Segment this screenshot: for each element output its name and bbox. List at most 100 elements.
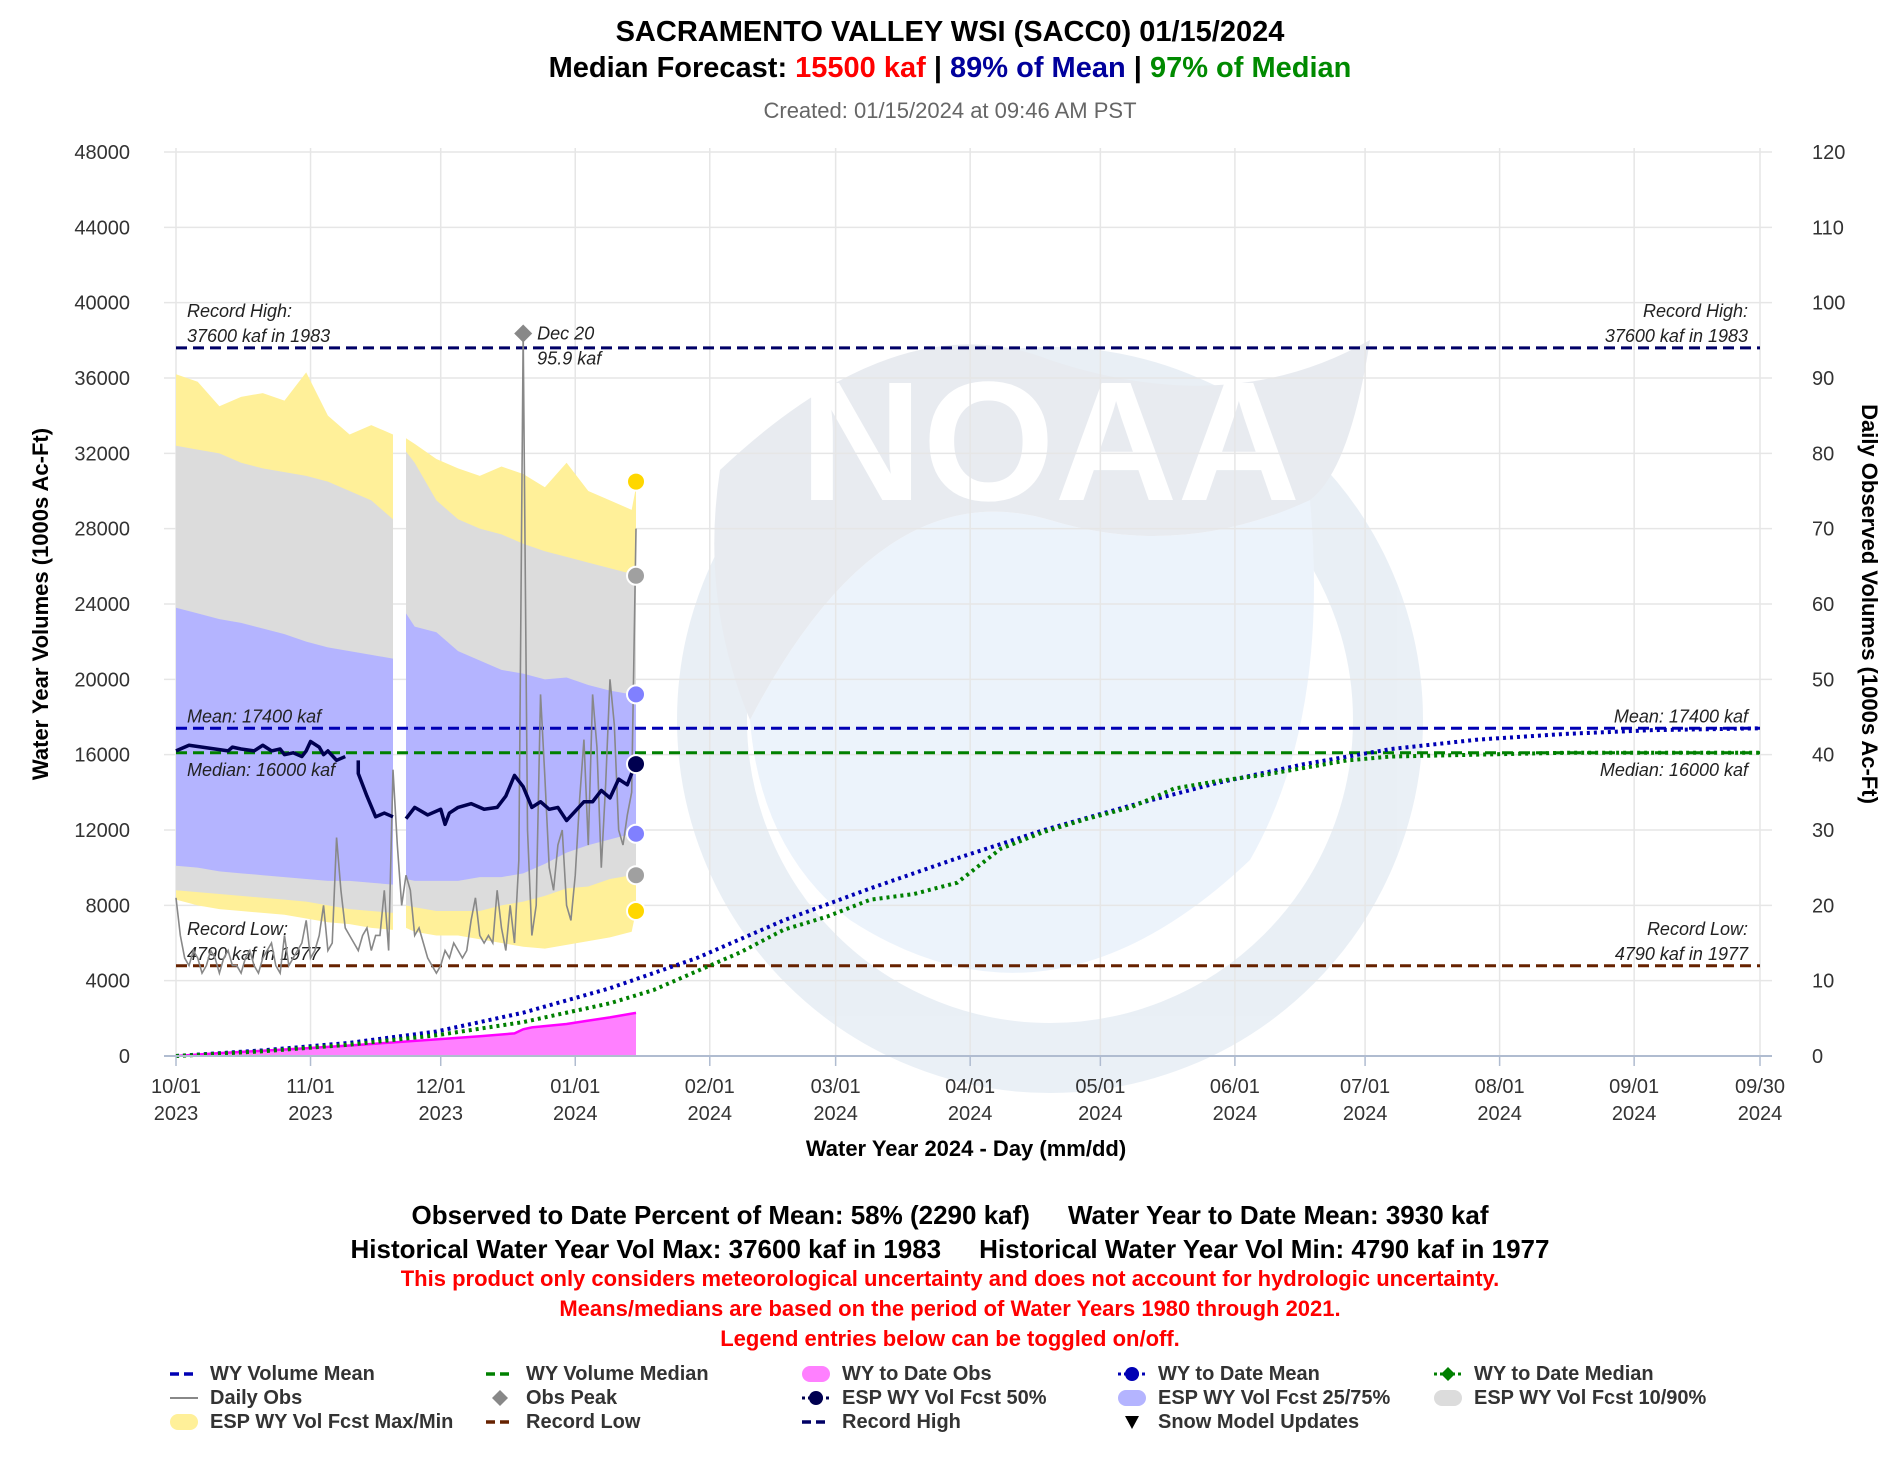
- x-axis-title: Water Year 2024 - Day (mm/dd): [806, 1136, 1126, 1161]
- legend-symbol-icon: [486, 1420, 514, 1424]
- x-tick-label-month: 02/01: [685, 1076, 735, 1098]
- obs-peak-label: Dec 20: [537, 324, 594, 344]
- x-tick-label-year: 2024: [1477, 1103, 1522, 1125]
- created-timestamp: Created: 01/15/2024 at 09:46 AM PST: [763, 98, 1137, 123]
- y-tick-label: 8000: [86, 895, 131, 917]
- legend-label: WY to Date Obs: [842, 1362, 992, 1385]
- esp-p10-dot: [626, 865, 647, 886]
- x-tick-label-year: 2023: [288, 1103, 333, 1125]
- ref-label-right: 37600 kaf in 1983: [1605, 326, 1748, 346]
- legend-symbol-icon: [802, 1391, 830, 1405]
- ref-label-left: Record High:: [187, 301, 292, 321]
- y2-tick-label: 80: [1812, 443, 1834, 465]
- legend-item-obs-peak[interactable]: Obs Peak: [484, 1386, 617, 1410]
- legend-item-record-high[interactable]: Record High: [800, 1410, 961, 1434]
- x-tick-label-month: 04/01: [945, 1076, 995, 1098]
- legend-item-daily-obs[interactable]: Daily Obs: [168, 1386, 302, 1410]
- daily-obs-line: [175, 333, 637, 977]
- x-tick-label-month: 06/01: [1210, 1076, 1260, 1098]
- wy-to-date-mean-line: [175, 726, 1761, 1058]
- y-tick-label: 44000: [74, 217, 130, 239]
- esp-p90-dot: [626, 565, 647, 586]
- x-tick-label-month: 09/30: [1735, 1076, 1785, 1098]
- x-tick-label-month: 09/01: [1609, 1076, 1659, 1098]
- ref-label-right: Median: 16000 kaf: [1600, 760, 1750, 780]
- obs-peak-value-label: 95.9 kaf: [537, 349, 603, 369]
- x-tick-label-month: 11/01: [286, 1076, 335, 1098]
- legend-item-esp-fcst-max-min[interactable]: ESP WY Vol Fcst Max/Min: [168, 1410, 453, 1434]
- x-tick-label-year: 2024: [948, 1103, 993, 1125]
- legend-item-esp-fcst-50[interactable]: ESP WY Vol Fcst 50%: [800, 1386, 1047, 1410]
- chart: NOAA Record High: Record High: 37600 kaf i…: [28, 142, 1882, 1161]
- y-tick-label: 48000: [74, 142, 130, 164]
- legend-symbol-icon: [1118, 1367, 1146, 1381]
- esp-25-75-band: [176, 607, 393, 885]
- legend-symbol-icon: [802, 1366, 830, 1382]
- esp-fcst-50-line: [175, 739, 638, 827]
- y-tick-label: 32000: [74, 443, 130, 465]
- forecast-prefix: Median Forecast:: [548, 52, 796, 84]
- legend-label: ESP WY Vol Fcst 25/75%: [1158, 1386, 1391, 1409]
- x-tick-label-year: 2024: [813, 1103, 858, 1125]
- x-tick-label-year: 2024: [1738, 1103, 1783, 1125]
- ref-label-left: Record Low:: [187, 919, 288, 939]
- x-tick-label-month: 10/01: [151, 1076, 201, 1098]
- y-tick-label: 20000: [74, 669, 130, 691]
- disclaimer-note: This product only considers meteorologic…: [400, 1266, 1500, 1291]
- legend-label: ESP WY Vol Fcst 10/90%: [1474, 1386, 1707, 1409]
- legend-item-wy-to-date-obs[interactable]: WY to Date Obs: [800, 1362, 992, 1386]
- historical-max-stat: Historical Water Year Vol Max: 37600 kaf…: [350, 1234, 942, 1264]
- noaa-watermark-logo: NOAA: [677, 340, 1423, 1093]
- y2-tick-label: 10: [1812, 971, 1834, 993]
- historical-min-stat: Historical Water Year Vol Min: 4790 kaf …: [979, 1234, 1550, 1264]
- x-tick-label-month: 07/01: [1340, 1076, 1390, 1098]
- y2-tick-label: 120: [1812, 142, 1845, 164]
- y2-axis-title: Daily Observed Volumes (1000s Ac-Ft): [1857, 404, 1882, 804]
- ref-label-right: Mean: 17400 kaf: [1614, 706, 1750, 726]
- legend-symbol-icon: [1434, 1390, 1462, 1406]
- x-tick-label-year: 2024: [1612, 1103, 1657, 1125]
- legend-item-wy-volume-mean[interactable]: WY Volume Mean: [168, 1362, 375, 1386]
- ref-label-right: 4790 kaf in 1977: [1615, 944, 1749, 964]
- legend-symbol-icon: [1125, 1416, 1139, 1429]
- wy-to-date-obs-area: [176, 1012, 637, 1056]
- legend-label: WY to Date Median: [1474, 1362, 1654, 1385]
- legend-label: Record High: [842, 1410, 961, 1433]
- x-tick-label-year: 2023: [154, 1103, 199, 1125]
- ref-label-left: 37600 kaf in 1983: [187, 326, 330, 346]
- legend-item-wy-volume-median[interactable]: WY Volume Median: [484, 1362, 709, 1386]
- legend-symbol-icon: [170, 1397, 198, 1399]
- y2-tick-label: 20: [1812, 895, 1834, 917]
- y2-tick-label: 110: [1812, 217, 1844, 239]
- esp-max-dot: [626, 471, 647, 492]
- legend-symbol-icon: [486, 1372, 514, 1376]
- y2-tick-label: 0: [1812, 1046, 1823, 1068]
- legend-label: Snow Model Updates: [1158, 1410, 1360, 1433]
- legend-item-snow-model-updates[interactable]: Snow Model Updates: [1116, 1410, 1359, 1434]
- legend-label: WY to Date Mean: [1158, 1362, 1320, 1385]
- obs-peak-marker: [514, 324, 533, 343]
- legend-label: ESP WY Vol Fcst Max/Min: [210, 1410, 454, 1433]
- legend-item-esp-fcst-10-90[interactable]: ESP WY Vol Fcst 10/90%: [1432, 1386, 1706, 1410]
- y2-tick-label: 30: [1812, 820, 1834, 842]
- legend-item-esp-fcst-25-75[interactable]: ESP WY Vol Fcst 25/75%: [1116, 1386, 1390, 1410]
- legend-symbol-icon: [492, 1390, 508, 1406]
- x-tick-label-year: 2024: [553, 1103, 598, 1125]
- separator-2: |: [1125, 52, 1150, 84]
- legend-item-wy-to-date-mean[interactable]: WY to Date Mean: [1116, 1362, 1320, 1386]
- legend-item-wy-to-date-median[interactable]: WY to Date Median: [1432, 1362, 1654, 1386]
- ref-label-left: Median: 16000 kaf: [187, 760, 337, 780]
- legend-label: ESP WY Vol Fcst 50%: [842, 1386, 1047, 1409]
- chart-subtitle: Median Forecast: 15500 kaf | 89% of Mean…: [0, 52, 1900, 85]
- forecast-value: 15500 kaf: [795, 52, 926, 84]
- legend-label: Obs Peak: [526, 1386, 618, 1409]
- esp-p75-dot: [626, 684, 647, 705]
- pct-of-median: 97% of Median: [1149, 52, 1352, 84]
- y-tick-label: 40000: [74, 293, 130, 315]
- legend-symbol-icon: [1118, 1390, 1146, 1406]
- wy-to-date-obs-line: [175, 1011, 637, 1058]
- x-tick-label-month: 05/01: [1075, 1076, 1125, 1098]
- legend-item-record-low[interactable]: Record Low: [484, 1410, 640, 1434]
- legend-label: WY Volume Mean: [210, 1362, 375, 1385]
- x-tick-label-year: 2024: [1343, 1103, 1388, 1125]
